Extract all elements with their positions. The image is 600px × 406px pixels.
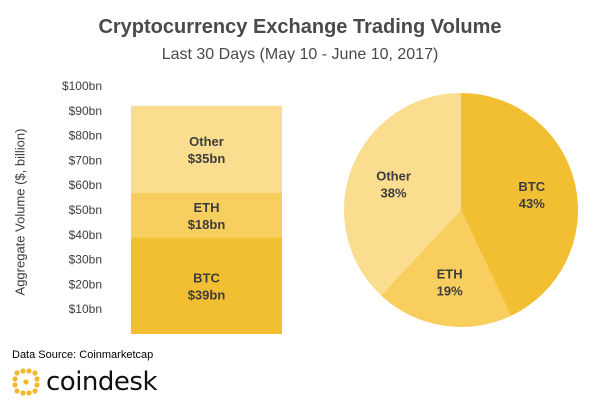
bar-segment-value: $35bn xyxy=(188,151,226,166)
coindesk-logo-icon xyxy=(12,368,40,396)
y-tick-label: $20bn xyxy=(69,277,102,291)
bar-segment-btc xyxy=(131,237,282,334)
y-tick-label: $10bn xyxy=(69,302,102,316)
logo-wordmark: coindesk xyxy=(46,367,158,397)
bar-segment-name: BTC xyxy=(193,271,220,286)
logo-dot xyxy=(20,368,26,374)
pie-slice-name: ETH xyxy=(437,267,463,282)
pie-slice-eth xyxy=(380,210,511,327)
chart-title: Cryptocurrency Exchange Trading Volume xyxy=(98,16,502,38)
logo-dot xyxy=(26,390,32,396)
y-tick-label: $70bn xyxy=(69,153,102,167)
pie-slice-percent: 43% xyxy=(519,196,545,211)
y-tick-label: $90bn xyxy=(69,104,102,118)
bar-segment-name: Other xyxy=(189,134,224,149)
pie-slice-name: BTC xyxy=(518,179,545,194)
pie-slice-percent: 19% xyxy=(437,284,463,299)
logo-dot xyxy=(34,376,40,382)
logo-dot xyxy=(12,382,18,388)
y-tick-label: $60bn xyxy=(69,178,102,192)
pie-slice-other xyxy=(343,93,461,296)
pie-chart: BTC 43% ETH 19% Other 38% xyxy=(343,93,579,327)
y-tick-label: $100bn xyxy=(62,79,102,93)
bar-segment-value: $18bn xyxy=(188,217,226,232)
y-tick-label: $50bn xyxy=(69,203,102,217)
logo-dot xyxy=(32,370,38,376)
bar-segment-other xyxy=(131,105,282,193)
logo-dot xyxy=(14,370,20,376)
logo-dot xyxy=(12,376,18,382)
bar-segment-eth xyxy=(131,192,282,238)
logo-dot xyxy=(32,388,38,394)
chart-subtitle: Last 30 Days (May 10 - June 10, 2017) xyxy=(161,46,439,63)
logo-dot xyxy=(26,368,32,374)
y-tick-label: $40bn xyxy=(69,228,102,242)
y-tick-label: $30bn xyxy=(69,253,102,267)
logo-dot xyxy=(20,390,26,396)
bar-segment-name: ETH xyxy=(194,200,220,215)
pie-slice-percent: 38% xyxy=(381,185,407,200)
logo-dot xyxy=(23,379,29,385)
data-source-note: Data Source: Coinmarketcap xyxy=(12,349,154,361)
pie-slice-name: Other xyxy=(376,168,411,183)
logo-dot xyxy=(34,382,40,388)
bar-segment-value: $39bn xyxy=(188,288,226,303)
y-axis-ticks: $10bn $20bn $30bn $40bn $50bn $60bn $70bn $80bn… xyxy=(62,79,102,316)
y-tick-label: $80bn xyxy=(69,129,102,143)
pie-slice-btc xyxy=(461,93,579,316)
stacked-bar: BTC $39bn ETH $18bn Other $35bn xyxy=(131,105,282,334)
logo-dot xyxy=(14,388,20,394)
coindesk-logo: coindesk xyxy=(12,366,158,398)
